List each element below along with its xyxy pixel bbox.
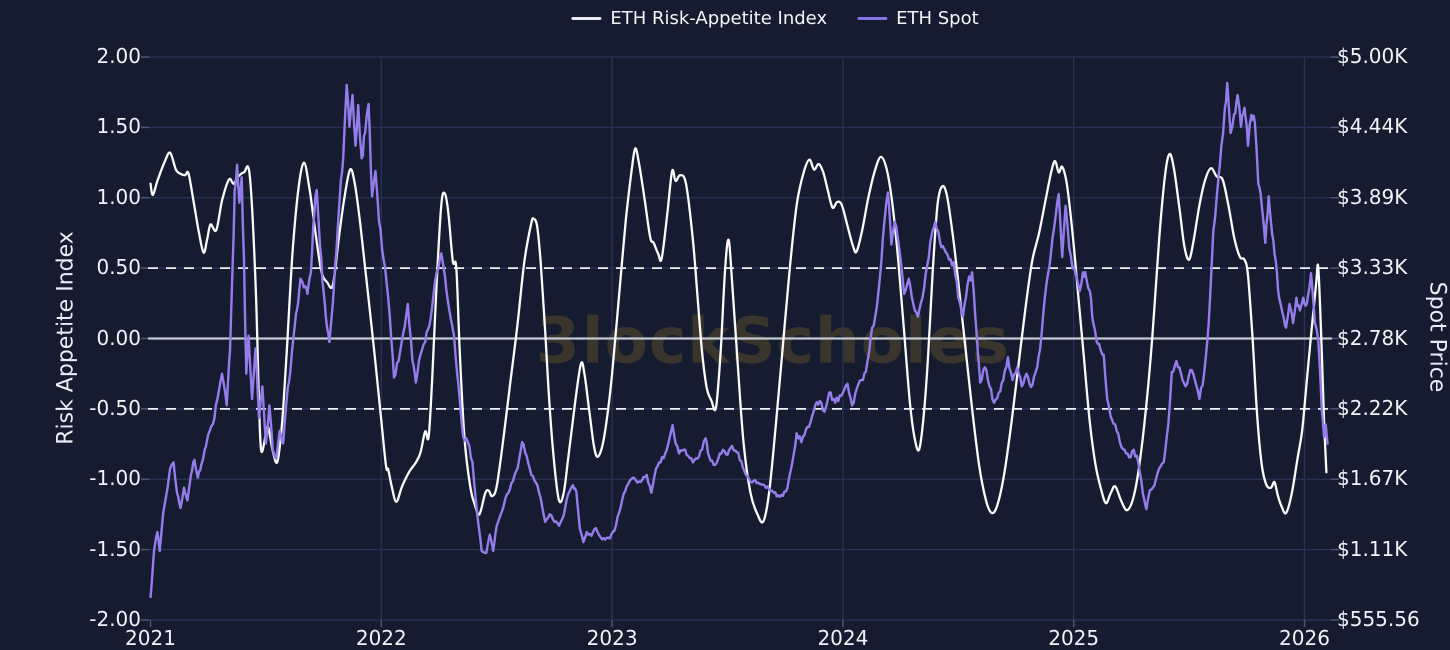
right-axis-tick-label: $2.22K — [1337, 395, 1408, 420]
legend-item-eth-spot[interactable]: ETH Spot — [857, 8, 979, 29]
legend-label-risk-index: ETH Risk-Appetite Index — [610, 8, 828, 29]
left-axis-tick-label: 0.00 — [96, 325, 141, 350]
risk-index-swatch — [571, 17, 602, 20]
right-axis-tick-label: $3.89K — [1337, 184, 1408, 209]
right-axis-title: Spot Price — [1424, 281, 1450, 393]
x-axis-tick-label: 2021 — [125, 626, 176, 650]
right-axis-tick-label: $4.44K — [1337, 114, 1408, 139]
left-axis-tick-label: 1.50 — [96, 114, 141, 139]
left-axis-tick-label: -0.50 — [89, 395, 141, 420]
left-axis-tick-label: -1.50 — [89, 536, 141, 561]
left-axis-tick-label: -1.00 — [89, 466, 141, 491]
right-axis-tick-label: $3.33K — [1337, 255, 1408, 280]
right-axis-tick-label: $555.56 — [1337, 607, 1420, 631]
watermark: ƐlockScholes — [534, 305, 1010, 378]
right-axis-tick-label: $2.78K — [1337, 325, 1408, 350]
right-axis-tick-label: $1.11K — [1337, 536, 1408, 561]
x-axis-tick-label: 2024 — [817, 626, 869, 650]
watermark-text: lockScholes — [582, 304, 1010, 378]
x-axis-tick-label: 2023 — [586, 626, 638, 650]
risk-index-line — [149, 147, 1328, 524]
legend: ETH Risk-Appetite Index ETH Spot — [571, 8, 979, 29]
eth-spot-swatch — [857, 17, 888, 20]
right-axis-tick-label: $1.67K — [1337, 466, 1408, 491]
left-axis-tick-label: 1.00 — [96, 184, 141, 209]
x-axis-tick-label: 2022 — [355, 626, 407, 650]
left-axis-tick-label: -2.00 — [89, 607, 141, 631]
x-axis-tick-label: 2025 — [1048, 626, 1100, 650]
legend-label-eth-spot: ETH Spot — [896, 8, 979, 29]
legend-item-risk-index[interactable]: ETH Risk-Appetite Index — [571, 8, 827, 29]
left-axis-tick-label: 2.00 — [96, 44, 141, 68]
left-axis-tick-label: 0.50 — [96, 255, 141, 280]
right-axis-tick-label: $5.00K — [1337, 44, 1408, 68]
x-axis-tick-label: 2026 — [1279, 626, 1330, 650]
eth-spot-line — [149, 81, 1329, 598]
